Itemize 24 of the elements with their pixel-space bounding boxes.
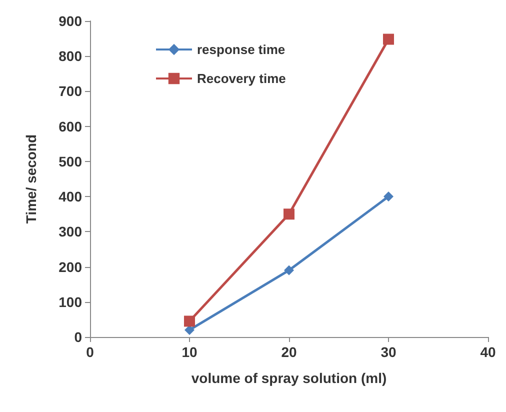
point: [383, 34, 394, 45]
y-tick-label: 500: [58, 153, 82, 170]
y-tick-label: 700: [58, 83, 82, 100]
x-tick-label: 30: [380, 344, 396, 360]
y-tick-label: 800: [58, 48, 82, 64]
y-tick-label: 300: [58, 224, 82, 240]
point: [284, 208, 294, 220]
y-tick-label: 100: [58, 294, 82, 310]
x-tick-label: 40: [480, 344, 496, 360]
y-tick-label: 400: [58, 188, 82, 205]
point: [284, 265, 294, 276]
x-tick-label: 0: [86, 344, 94, 360]
y-tick-label: 0: [74, 329, 82, 345]
point: [184, 316, 195, 327]
legend-label: response time: [197, 42, 286, 57]
y-tick-label: 600: [58, 118, 82, 134]
point: [384, 192, 394, 202]
y-tick-label: 200: [58, 258, 82, 275]
x-axis-title: volume of spray solution (ml): [191, 370, 387, 386]
y-tick-label: 900: [58, 13, 82, 29]
legend-label: Recovery time: [197, 71, 286, 86]
y-axis-title: Time/ second: [23, 134, 39, 224]
x-tick-label: 20: [281, 344, 297, 360]
x-tick-label: 10: [182, 344, 198, 360]
